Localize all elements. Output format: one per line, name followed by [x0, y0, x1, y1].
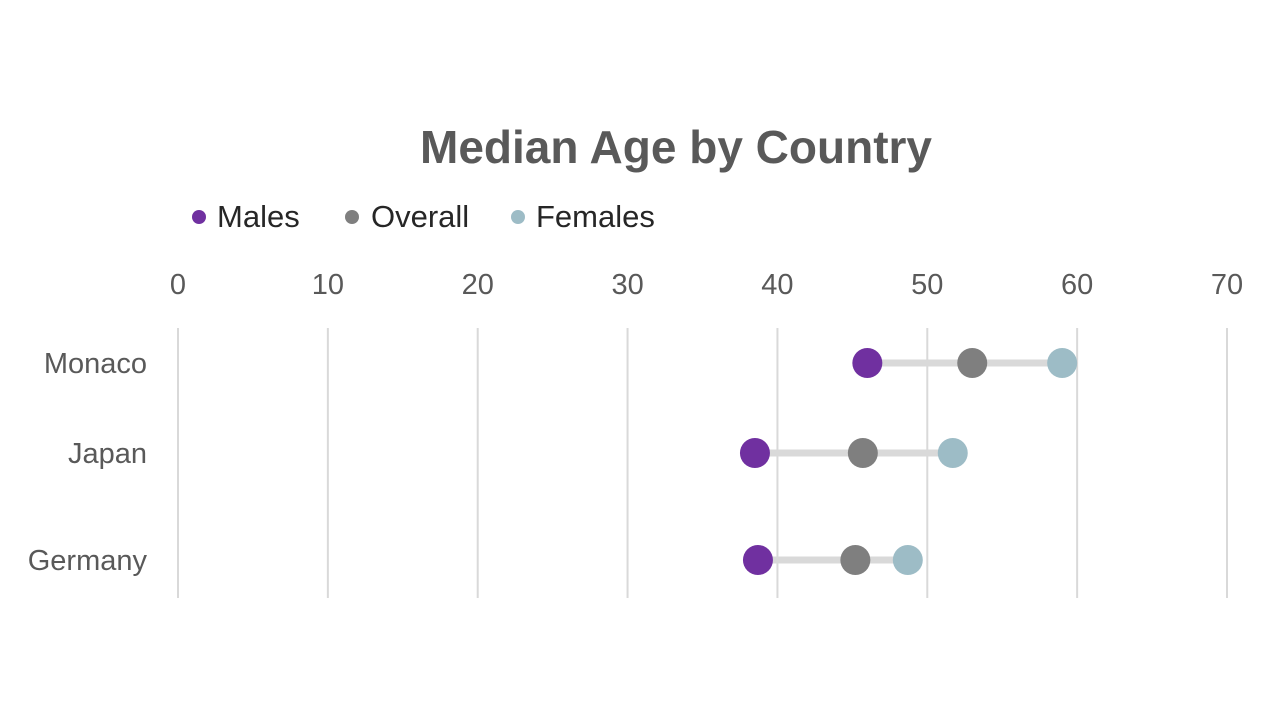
point-monaco-females	[1047, 348, 1078, 378]
x-tick-label-50: 50	[911, 269, 943, 301]
point-germany-overall	[840, 545, 871, 575]
point-japan-females	[937, 438, 968, 468]
category-label-germany: Germany	[28, 545, 148, 577]
legend-marker-females	[511, 210, 525, 224]
legend-item-females: Females	[511, 199, 655, 234]
point-japan-overall	[847, 438, 878, 468]
gridlines	[177, 328, 1228, 598]
x-tick-label-10: 10	[312, 269, 344, 301]
x-tick-label-70: 70	[1211, 269, 1243, 301]
x-tick-label-0: 0	[170, 269, 186, 301]
x-tick-label-30: 30	[611, 269, 643, 301]
x-tick-label-60: 60	[1061, 269, 1093, 301]
legend: Males Overall Females	[192, 199, 655, 234]
category-label-monaco: Monaco	[44, 348, 147, 380]
point-germany-males	[742, 545, 773, 575]
data-points	[739, 348, 1078, 575]
point-monaco-overall	[957, 348, 988, 378]
chart-title: Median Age by Country	[420, 121, 932, 173]
legend-item-overall: Overall	[345, 199, 469, 234]
x-tick-label-20: 20	[462, 269, 494, 301]
legend-label-overall: Overall	[371, 199, 469, 234]
category-labels: Monaco Japan Germany	[28, 348, 148, 577]
x-axis-ticks: 0 10 20 30 40 50 60 70	[170, 269, 1243, 301]
category-label-japan: Japan	[68, 438, 147, 470]
point-germany-females	[892, 545, 923, 575]
legend-label-females: Females	[536, 199, 655, 234]
x-tick-label-40: 40	[761, 269, 793, 301]
legend-label-males: Males	[217, 199, 300, 234]
legend-item-males: Males	[192, 199, 300, 234]
connector-lines	[754, 359, 1063, 564]
legend-marker-overall	[345, 210, 359, 224]
point-monaco-males	[852, 348, 883, 378]
legend-marker-males	[192, 210, 206, 224]
point-japan-males	[739, 438, 770, 468]
